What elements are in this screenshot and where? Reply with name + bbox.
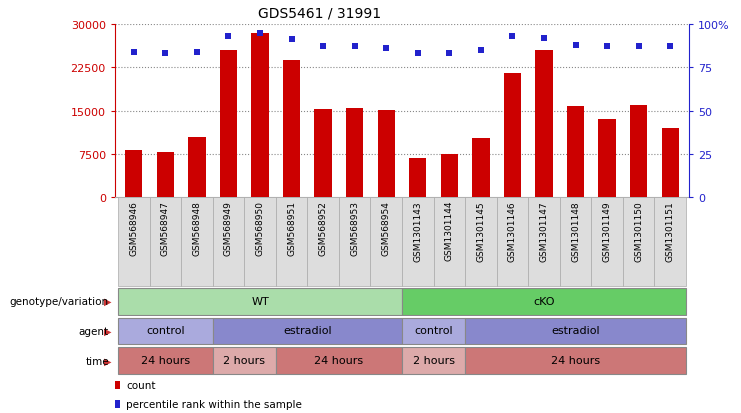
Bar (339, 198, 370, 287)
Bar (496, 198, 528, 287)
Bar (465, 198, 496, 287)
Bar (591, 198, 623, 287)
Text: GSM1301146: GSM1301146 (508, 200, 517, 261)
Text: 24 hours: 24 hours (314, 355, 363, 366)
Bar (504, 74, 521, 198)
Bar (472, 139, 490, 198)
Text: GSM1301143: GSM1301143 (413, 200, 422, 261)
Text: ▶: ▶ (104, 297, 111, 306)
Bar (314, 109, 332, 198)
Bar (118, 198, 150, 287)
Text: GSM1301149: GSM1301149 (602, 200, 611, 261)
Text: GSM1301150: GSM1301150 (634, 200, 643, 261)
Text: GSM1301147: GSM1301147 (539, 200, 548, 261)
Text: GSM568951: GSM568951 (287, 200, 296, 255)
Text: GSM1301145: GSM1301145 (476, 200, 485, 261)
Bar (276, 198, 308, 287)
Text: estradiol: estradiol (551, 325, 600, 336)
Text: GSM1301144: GSM1301144 (445, 200, 453, 261)
Text: ▶: ▶ (104, 326, 111, 336)
Text: GDS5461 / 31991: GDS5461 / 31991 (259, 7, 382, 21)
Text: control: control (414, 325, 453, 336)
Bar (283, 61, 300, 198)
Bar (181, 198, 213, 287)
Bar (402, 288, 686, 315)
Bar (370, 198, 402, 287)
Bar (559, 198, 591, 287)
Text: ▶: ▶ (104, 356, 111, 366)
Bar (251, 33, 269, 198)
Bar (308, 198, 339, 287)
Bar (433, 198, 465, 287)
Bar (465, 318, 686, 344)
Text: agent: agent (79, 326, 109, 336)
Bar (402, 318, 465, 344)
Bar (441, 154, 458, 198)
Text: genotype/variation: genotype/variation (10, 297, 109, 306)
Bar (118, 288, 402, 315)
Text: 2 hours: 2 hours (413, 355, 454, 366)
Text: GSM568947: GSM568947 (161, 200, 170, 255)
Text: 24 hours: 24 hours (141, 355, 190, 366)
Bar (465, 348, 686, 374)
Bar (150, 198, 181, 287)
Bar (402, 348, 465, 374)
Bar (213, 318, 402, 344)
Text: GSM1301148: GSM1301148 (571, 200, 580, 261)
Text: WT: WT (251, 296, 269, 306)
Text: time: time (85, 356, 109, 366)
Text: cKO: cKO (534, 296, 555, 306)
Text: GSM568953: GSM568953 (350, 200, 359, 255)
Bar (118, 318, 213, 344)
Bar (346, 109, 363, 198)
Bar (245, 198, 276, 287)
Bar (567, 107, 584, 198)
Bar (213, 198, 245, 287)
Bar (276, 348, 402, 374)
Text: GSM568949: GSM568949 (224, 200, 233, 255)
Bar (623, 198, 654, 287)
Text: GSM568954: GSM568954 (382, 200, 391, 255)
Bar (630, 106, 648, 198)
Text: GSM568950: GSM568950 (256, 200, 265, 255)
Bar (599, 120, 616, 198)
Bar (662, 128, 679, 198)
Bar (156, 152, 174, 198)
Bar (528, 198, 559, 287)
Text: GSM568946: GSM568946 (129, 200, 139, 255)
Bar (220, 51, 237, 198)
Text: count: count (126, 380, 156, 389)
Text: 2 hours: 2 hours (223, 355, 265, 366)
Bar (118, 348, 213, 374)
Bar (409, 159, 427, 198)
Bar (125, 150, 142, 198)
Text: control: control (146, 325, 185, 336)
Bar (188, 137, 205, 198)
Text: GSM1301151: GSM1301151 (665, 200, 675, 261)
Text: GSM568952: GSM568952 (319, 200, 328, 255)
Text: GSM568948: GSM568948 (193, 200, 202, 255)
Bar (654, 198, 686, 287)
Bar (377, 111, 395, 198)
Bar (402, 198, 433, 287)
Text: 24 hours: 24 hours (551, 355, 600, 366)
Bar (213, 348, 276, 374)
Bar (535, 51, 553, 198)
Text: estradiol: estradiol (283, 325, 332, 336)
Text: percentile rank within the sample: percentile rank within the sample (126, 399, 302, 409)
